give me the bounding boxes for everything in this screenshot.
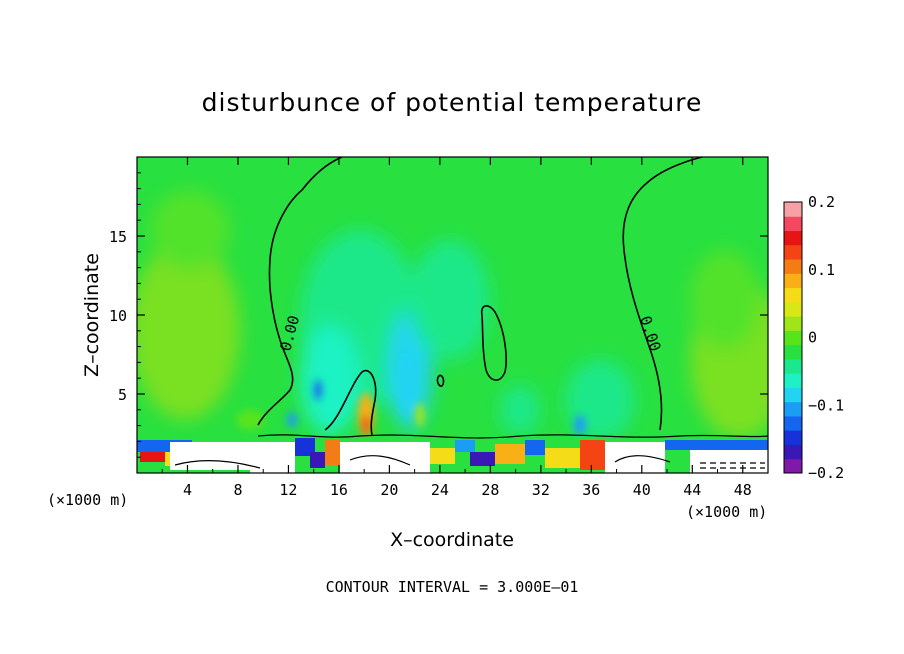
x-tick-label: 16 xyxy=(330,481,348,499)
x-tick-label: 32 xyxy=(532,481,550,499)
colorbar-level xyxy=(784,415,802,431)
colorbar-tick-label: 0.2 xyxy=(808,193,835,211)
contour-zero-right xyxy=(622,157,703,431)
x-axis-label: X–coordinate xyxy=(390,529,514,551)
x-axis-ticks: 4 8 12 16 20 24 28 32 36 40 44 48 xyxy=(161,157,752,499)
colorbar xyxy=(783,201,803,474)
x-tick-label: 40 xyxy=(633,481,651,499)
colorbar-level xyxy=(784,216,802,232)
y-axis-ticks: 5 10 15 xyxy=(109,172,768,458)
chart-title: disturbunce of potential temperature xyxy=(202,88,703,117)
colorbar-level xyxy=(784,387,802,403)
x-tick-label: 8 xyxy=(233,481,242,499)
x-tick-label: 12 xyxy=(279,481,297,499)
contour-boundary-top xyxy=(257,434,768,439)
x-tick-label: 24 xyxy=(431,481,449,499)
colorbar-level xyxy=(784,273,802,289)
colorbar-level xyxy=(784,358,802,374)
colorbar-tick-label: −0.2 xyxy=(808,464,844,482)
x-tick-label: 36 xyxy=(582,481,600,499)
contour-negative-dashed xyxy=(700,462,765,469)
y-tick-label: 10 xyxy=(109,307,127,325)
y-axis-label: Z–coordinate xyxy=(81,253,103,377)
colorbar-level xyxy=(784,259,802,274)
colorbar-level xyxy=(784,301,802,317)
contour-interval-label: CONTOUR INTERVAL = 3.000E–01 xyxy=(326,578,579,596)
contour-plume xyxy=(324,369,377,436)
colorbar-level xyxy=(784,316,802,331)
x-tick-label: 48 xyxy=(734,481,752,499)
contour-closed-center xyxy=(480,305,507,381)
x-tick-label: 44 xyxy=(683,481,701,499)
colorbar-level xyxy=(784,230,802,246)
y-tick-label: 5 xyxy=(118,386,127,404)
colorbar-level xyxy=(784,373,802,388)
y-tick-label: 15 xyxy=(109,228,127,246)
contour-boundary-inner xyxy=(174,455,671,469)
colorbar-ticks: 0.2 0.1 0 −0.1 −0.2 xyxy=(808,193,844,482)
colorbar-frame xyxy=(783,201,803,474)
boundary-layer xyxy=(137,437,768,473)
colorbar-level xyxy=(784,401,802,417)
colorbar-level xyxy=(784,287,802,303)
colorbar-tick-label: 0.1 xyxy=(808,261,835,279)
x-tick-label: 4 xyxy=(183,481,192,499)
colorbar-level xyxy=(784,444,802,460)
colorbar-level xyxy=(784,244,802,260)
colorbar-level xyxy=(784,430,802,445)
x-unit-label-right: (×1000 m) xyxy=(686,503,767,521)
colorbar-level xyxy=(784,458,802,474)
colorbar-level xyxy=(784,330,802,346)
x-unit-label-left: (×1000 m) xyxy=(47,491,128,509)
x-tick-label: 28 xyxy=(481,481,499,499)
colorbar-tick-label: 0 xyxy=(808,329,817,347)
field-detail-features xyxy=(236,355,586,437)
contour-lines xyxy=(174,157,768,469)
colorbar-level xyxy=(784,202,802,217)
colorbar-level xyxy=(784,344,802,360)
plot-area: 0.00 0.00 xyxy=(137,157,768,473)
colorbar-tick-label: −0.1 xyxy=(808,396,844,414)
x-tick-label: 20 xyxy=(380,481,398,499)
contour-small-loop xyxy=(436,374,445,387)
contour-zero-left xyxy=(257,157,343,426)
